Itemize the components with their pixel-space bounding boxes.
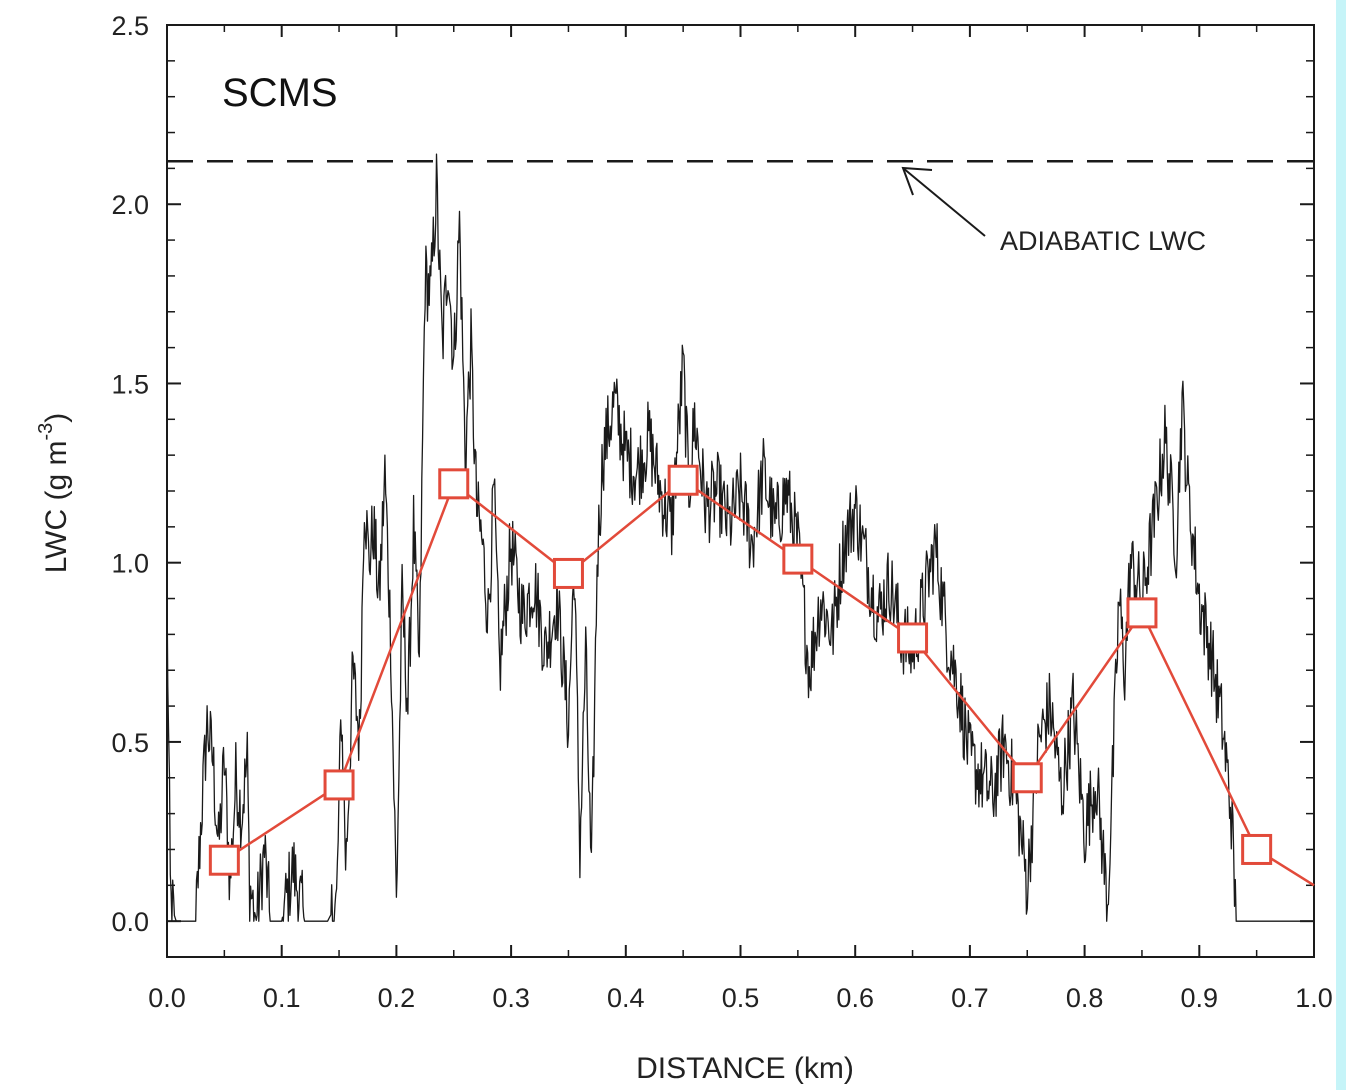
- y-tick-label: 1.5: [111, 369, 149, 399]
- y-axis-title-close: ): [40, 413, 73, 423]
- y-tick-label: 2.5: [111, 11, 149, 41]
- lwc-average-marker: [1011, 762, 1043, 794]
- x-tick-label: 0.9: [1181, 983, 1219, 1013]
- y-tick-label: 1.0: [111, 549, 149, 579]
- lwc-average-marker: [782, 543, 814, 575]
- panel-label: SCMS: [222, 71, 338, 115]
- y-tick-label: 0.5: [111, 728, 149, 758]
- lwc-average-marker: [323, 769, 355, 801]
- x-tick-label: 0.6: [836, 983, 874, 1013]
- x-tick-label: 0.4: [607, 983, 645, 1013]
- y-axis-title: LWC (g m-3): [35, 413, 73, 574]
- lwc-average-marker: [897, 622, 929, 654]
- plot-area: [166, 153, 1315, 922]
- x-tick-label: 0.7: [951, 983, 989, 1013]
- x-tick-label: 0.5: [722, 983, 760, 1013]
- svg-text:LWC (g m-3): LWC (g m-3): [35, 413, 73, 574]
- lwc-average-marker: [667, 464, 699, 496]
- y-tick-label: 2.0: [111, 190, 149, 220]
- x-tick-label: 1.0: [1295, 983, 1333, 1013]
- reference-line-label: ADIABATIC LWC: [1000, 226, 1206, 256]
- y-tick-label: 0.0: [111, 907, 149, 937]
- lwc-average-marker: [438, 468, 470, 500]
- annotation-arrow-head: [901, 166, 933, 196]
- lwc-average-marker: [1126, 597, 1158, 629]
- lwc-average-marker: [552, 557, 584, 589]
- lwc-average-marker: [1241, 833, 1273, 865]
- x-axis-ticks: 0.0 0.1 0.2 0.3 0.4 0.5 0.6 0.7 0.8 0.9 1.0: [148, 25, 1333, 1013]
- edge-strip: [1336, 0, 1346, 1090]
- y-axis-ticks: 0.0 0.5 1.0 1.5 2.0 2.5: [111, 11, 1314, 937]
- x-tick-label: 0.0: [148, 983, 186, 1013]
- x-tick-label: 0.8: [1066, 983, 1104, 1013]
- x-tick-label: 0.1: [263, 983, 301, 1013]
- x-axis-title: DISTANCE (km): [636, 1052, 854, 1085]
- x-tick-label: 0.3: [492, 983, 530, 1013]
- x-tick-label: 0.2: [378, 983, 416, 1013]
- y-axis-title-main: LWC (g m: [40, 441, 73, 574]
- annotation-arrow-shaft: [902, 167, 986, 237]
- lwc-average-marker: [208, 844, 240, 876]
- lwc-trace-line: [166, 153, 1314, 922]
- y-axis-title-exponent: -3: [35, 423, 57, 441]
